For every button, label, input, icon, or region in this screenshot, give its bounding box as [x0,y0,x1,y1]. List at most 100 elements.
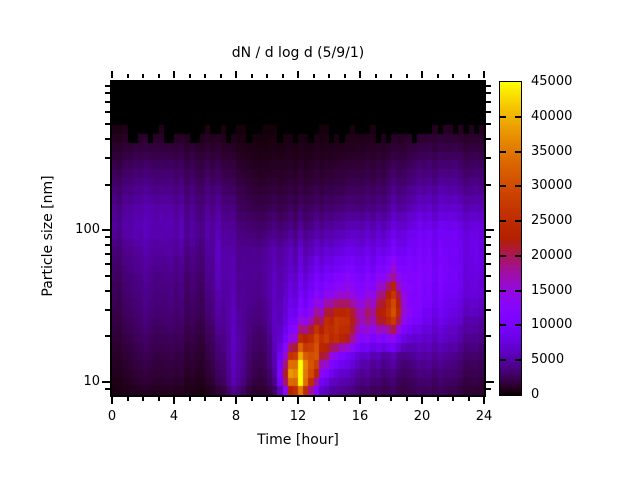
x-minor-tick [282,397,284,401]
x-minor-tick [142,397,144,401]
x-major-tick [235,397,237,404]
x-minor-tick [452,397,454,401]
colorbar-tick [515,116,521,118]
y-minor-tick [105,263,110,265]
x-minor-tick [390,397,392,401]
y-minor-tick [486,236,491,238]
x-minor-tick [344,397,346,401]
y-major-tick [102,229,110,231]
y-minor-tick [105,123,110,125]
y-minor-tick [486,253,491,255]
y-minor-tick [105,157,110,159]
colorbar-tick [500,255,506,257]
y-minor-tick [486,157,491,159]
x-minor-tick [251,397,253,401]
x-minor-tick [282,74,284,78]
y-minor-tick [105,290,110,292]
x-minor-tick [158,397,160,401]
colorbar-tick-label: 10000 [531,317,573,332]
colorbar-tick-label: 15000 [531,283,573,298]
y-minor-tick [105,138,110,140]
colorbar-tick-label: 40000 [531,109,573,124]
colorbar-tick [515,185,521,187]
x-major-tick [111,71,113,78]
colorbar-tick [500,185,506,187]
y-minor-tick [486,85,491,87]
y-minor-tick [105,236,110,238]
x-tick-label: 20 [413,409,431,424]
y-minor-tick [486,388,491,390]
y-minor-tick [486,101,491,103]
y-minor-tick [486,263,491,265]
x-major-tick [483,71,485,78]
y-minor-tick [105,244,110,246]
y-tick-label: 100 [75,222,100,237]
y-minor-tick [486,111,491,113]
y-minor-tick [486,335,491,337]
x-tick-label: 8 [231,409,241,424]
x-major-tick [421,71,423,78]
y-minor-tick [105,85,110,87]
x-minor-tick [437,74,439,78]
y-minor-tick [105,92,110,94]
heatmap-canvas [112,82,484,395]
y-tick-label: 10 [83,374,100,389]
y-minor-tick [105,111,110,113]
colorbar-tick-label: 20000 [531,248,573,263]
colorbar-tick [515,151,521,153]
y-major-tick [102,381,110,383]
y-minor-tick [486,184,491,186]
x-minor-tick [251,74,253,78]
x-major-tick [359,71,361,78]
x-major-tick [173,397,175,404]
y-minor-tick [105,309,110,311]
y-axis-label: Particle size [nm] [40,175,56,297]
y-minor-tick [105,335,110,337]
colorbar-tick-label: 45000 [531,74,573,89]
x-minor-tick [204,397,206,401]
x-minor-tick [344,74,346,78]
x-axis-label: Time [hour] [257,432,339,448]
x-major-tick [235,71,237,78]
x-minor-tick [204,74,206,78]
chart-title: dN / d log d (5/9/1) [231,45,365,61]
x-minor-tick [406,74,408,78]
colorbar-tick [515,359,521,361]
x-major-tick [297,397,299,404]
x-major-tick [421,397,423,404]
y-minor-tick [105,101,110,103]
x-minor-tick [266,397,268,401]
y-minor-tick [105,184,110,186]
x-minor-tick [127,74,129,78]
plot-border [110,80,486,397]
colorbar-gradient [500,82,521,395]
colorbar-tick [515,220,521,222]
y-minor-tick [486,138,491,140]
x-minor-tick [313,74,315,78]
x-minor-tick [142,74,144,78]
x-major-tick [297,71,299,78]
colorbar-tick-label: 35000 [531,144,573,159]
x-minor-tick [437,397,439,401]
y-minor-tick [486,244,491,246]
colorbar-tick-label: 5000 [531,352,565,367]
colorbar-tick-label: 30000 [531,178,573,193]
x-minor-tick [375,74,377,78]
x-minor-tick [468,397,470,401]
x-minor-tick [189,397,191,401]
x-major-tick [483,397,485,404]
x-tick-label: 4 [169,409,179,424]
x-major-tick [173,71,175,78]
x-minor-tick [452,74,454,78]
y-minor-tick [105,275,110,277]
colorbar-tick [500,359,506,361]
x-tick-label: 12 [289,409,307,424]
colorbar-tick-label: 25000 [531,213,573,228]
y-major-tick [486,229,494,231]
y-major-tick [486,381,494,383]
x-minor-tick [220,74,222,78]
colorbar-tick [515,290,521,292]
colorbar-tick [500,324,506,326]
x-minor-tick [158,74,160,78]
